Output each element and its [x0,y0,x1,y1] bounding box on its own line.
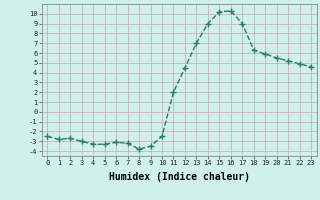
X-axis label: Humidex (Indice chaleur): Humidex (Indice chaleur) [109,172,250,182]
